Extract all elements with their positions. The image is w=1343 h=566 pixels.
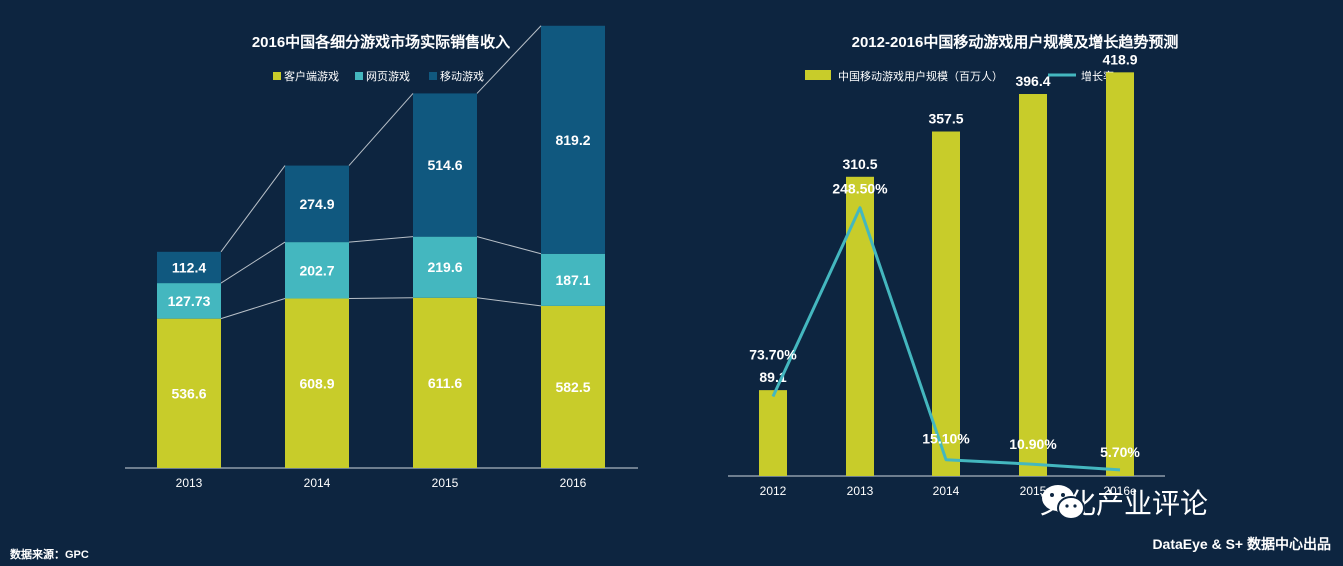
left-bar-2013-series0 xyxy=(157,318,221,468)
growth-rate-label-2012: 73.70% xyxy=(749,346,797,362)
legend-label-growth: 增长率 xyxy=(1081,69,1114,83)
left-connector-series1-1 xyxy=(348,236,414,243)
left-connector-series0-1 xyxy=(348,297,414,300)
left-bar-2014-series2 xyxy=(285,165,349,243)
left-bar-2016-series2 xyxy=(541,25,605,254)
right-bar-2014 xyxy=(932,131,960,476)
legend-label-mobile: 移动游戏 xyxy=(440,70,484,83)
left-bar-2015-series0 xyxy=(413,297,477,468)
right-x-tick-2016e: 2016e xyxy=(1103,484,1137,498)
left-connector-series0-2 xyxy=(476,297,542,307)
growth-rate-label-2014: 15.10% xyxy=(922,431,970,447)
legend-swatch-client xyxy=(273,72,281,80)
legend-swatch-mobile xyxy=(429,72,437,80)
legend-label-client: 客户端游戏 xyxy=(284,69,339,83)
brand-mark: 文化产业评论 xyxy=(1040,482,1208,522)
left-bar-label-2015-series2: 514.6 xyxy=(427,157,462,173)
legend-swatch-web xyxy=(355,72,363,80)
right-x-tick-2015: 2015 xyxy=(1020,484,1047,498)
right-bar-label-2015: 396.4 xyxy=(1015,73,1050,89)
left-bar-2014-series0 xyxy=(285,298,349,468)
left-bar-label-2013-series0: 536.6 xyxy=(171,385,206,401)
left-x-tick-2016: 2016 xyxy=(560,476,587,490)
left-connector-series1-2 xyxy=(476,236,542,255)
right-bar-label-2014: 357.5 xyxy=(928,111,963,127)
growth-rate-line xyxy=(771,206,1121,472)
left-connector-series0-0 xyxy=(220,298,286,320)
right-chart: 89.12012310.52013357.52014396.42015418.9… xyxy=(728,51,1165,498)
left-x-tick-2015: 2015 xyxy=(432,476,459,490)
left-connector-series2-0 xyxy=(220,165,286,253)
right-x-tick-2012: 2012 xyxy=(760,484,787,498)
right-bar-2016e xyxy=(1106,72,1134,476)
left-bar-2014-series1 xyxy=(285,242,349,299)
growth-rate-label-2013: 248.50% xyxy=(832,181,888,197)
left-bar-label-2014-series2: 274.9 xyxy=(299,196,334,212)
growth-rate-label-2015: 10.90% xyxy=(1009,436,1057,452)
legend-label-users: 中国移动游戏用户规模（百万人） xyxy=(838,69,1003,83)
left-x-tick-2013: 2013 xyxy=(176,476,203,490)
right-x-tick-2014: 2014 xyxy=(933,484,960,498)
left-connector-series2-2 xyxy=(476,25,542,94)
left-bar-label-2015-series0: 611.6 xyxy=(428,375,462,391)
left-bar-label-2016-series1: 187.1 xyxy=(555,272,590,288)
left-chart: 536.6 127.73 112.4 2013 608.9 202.7 274.9 2014 6… xyxy=(125,25,638,490)
right-bar-label-2013: 310.5 xyxy=(842,156,877,172)
left-chart-title: 2016中国各细分游戏市场实际销售收入 xyxy=(252,33,510,51)
left-connector-series1-0 xyxy=(220,241,286,284)
left-bar-2013-series2 xyxy=(157,251,221,284)
credit-line: DataEye & S+ 数据中心出品 xyxy=(1152,536,1331,552)
left-bar-label-2013-series2: 112.4 xyxy=(172,259,206,275)
left-bar-label-2014-series1: 202.7 xyxy=(299,262,334,278)
left-bar-2016-series1 xyxy=(541,253,605,306)
left-bar-2013-series1 xyxy=(157,283,221,319)
data-source: 数据来源：GPC xyxy=(10,549,89,561)
right-bar-2015 xyxy=(1019,94,1047,477)
legend-label-web: 网页游戏 xyxy=(366,70,410,83)
left-bar-label-2015-series1: 219.6 xyxy=(427,259,462,275)
left-x-tick-2014: 2014 xyxy=(304,476,331,490)
left-bar-2015-series1 xyxy=(413,236,477,298)
left-bar-label-2016-series0: 582.5 xyxy=(555,379,590,395)
right-x-tick-2013: 2013 xyxy=(847,484,874,498)
left-connector-series2-1 xyxy=(348,93,414,166)
right-chart-title: 2012-2016中国移动游戏用户规模及增长趋势预测 xyxy=(852,33,1179,51)
wechat-icon xyxy=(1042,485,1085,520)
left-bar-2016-series0 xyxy=(541,305,605,468)
left-bar-label-2014-series0: 608.9 xyxy=(299,375,334,391)
right-bar-2012 xyxy=(759,390,787,476)
growth-rate-label-2016e: 5.70% xyxy=(1100,444,1140,460)
left-bar-2015-series2 xyxy=(413,93,477,237)
right-bar-label-2016e: 418.9 xyxy=(1102,51,1137,67)
left-bar-label-2016-series2: 819.2 xyxy=(555,132,590,148)
left-bar-label-2013-series1: 127.73 xyxy=(168,293,211,309)
right-bar-2013 xyxy=(846,176,874,477)
legend-swatch-users xyxy=(805,70,831,80)
